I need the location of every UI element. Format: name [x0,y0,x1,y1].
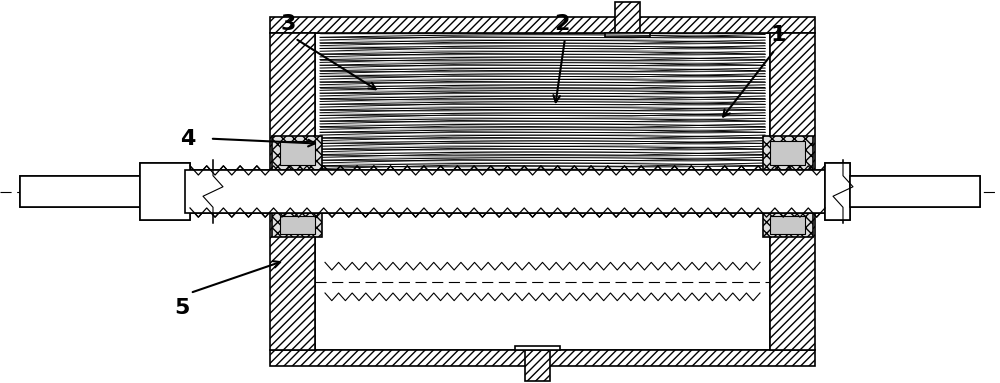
Bar [315,213,770,350]
Bar [270,350,815,366]
Bar [763,136,813,170]
Bar [770,213,815,350]
Bar [280,216,314,234]
Bar [272,213,322,237]
Bar [315,33,770,170]
Bar [140,163,190,220]
Bar [770,216,805,234]
Bar [770,141,805,165]
Bar [605,33,650,37]
Bar [272,136,322,170]
Bar [825,163,850,220]
Bar [770,33,815,170]
Bar [850,176,980,207]
Bar [20,176,140,207]
Bar [525,350,550,381]
Bar [825,163,850,220]
Text: 3: 3 [280,14,296,34]
Bar [763,213,813,237]
Bar [280,141,314,165]
Bar [140,163,190,220]
Text: 2: 2 [554,14,570,34]
Text: 1: 1 [770,25,786,45]
Bar [185,170,825,213]
Bar [615,2,640,33]
Text: 4: 4 [180,129,195,149]
Bar [270,17,815,33]
Bar [850,176,980,207]
Bar [20,176,140,207]
Bar [515,346,560,350]
Bar [185,170,825,213]
Text: 5: 5 [174,298,190,318]
Bar [270,213,315,350]
Bar [270,33,315,170]
